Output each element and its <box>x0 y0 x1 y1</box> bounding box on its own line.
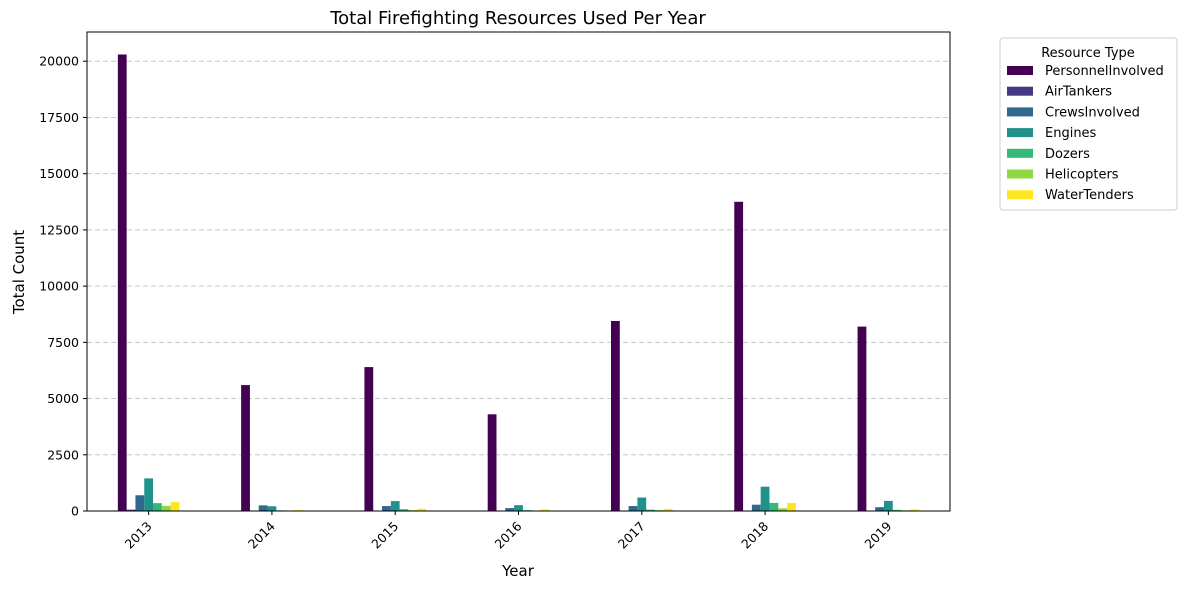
bar-Engines-2018 <box>760 486 770 511</box>
bar-Engines-2016 <box>514 505 523 511</box>
legend-entry-label: Dozers <box>1045 147 1090 162</box>
legend-swatch <box>1007 169 1033 179</box>
y-tick-label: 20000 <box>39 54 79 69</box>
bar-AirTankers-2013 <box>126 509 136 511</box>
y-tick-label: 10000 <box>39 279 79 294</box>
y-tick-label: 12500 <box>39 222 79 237</box>
bar-Dozers-2013 <box>153 503 162 511</box>
x-tick-label: 2017 <box>615 519 648 552</box>
bar-Helicopters-2013 <box>161 505 171 511</box>
bar-CrewsInvolved-2018 <box>751 504 761 511</box>
legend-entry-label: Engines <box>1045 126 1097 141</box>
bar-WaterTenders-2015 <box>417 508 427 511</box>
bar-Engines-2014 <box>267 506 277 511</box>
x-axis-ticks: 2013 2014 2015 2016 2017 2018 2019 <box>122 511 895 552</box>
legend-title: Resource Type <box>1041 46 1135 61</box>
bar-CrewsInvolved-2016 <box>505 508 515 511</box>
legend-swatch <box>1007 66 1033 75</box>
x-tick-label: 2019 <box>861 518 894 551</box>
x-tick-label: 2016 <box>492 518 525 551</box>
bar-PersonnelInvolved-2014 <box>241 385 250 511</box>
legend-entry-label: CrewsInvolved <box>1045 105 1140 120</box>
legend-swatch <box>1007 190 1033 200</box>
y-tick-label: 2500 <box>47 447 79 462</box>
y-tick-label: 15000 <box>39 166 79 181</box>
legend-swatch <box>1007 148 1033 158</box>
bar-CrewsInvolved-2014 <box>258 505 268 511</box>
bar-PersonnelInvolved-2013 <box>117 54 127 512</box>
x-tick-label: 2018 <box>738 518 771 551</box>
bar-Dozers-2018 <box>769 502 779 511</box>
x-tick-label: 2015 <box>368 519 401 552</box>
x-tick-label: 2014 <box>245 518 278 551</box>
bar-WaterTenders-2018 <box>787 502 796 511</box>
bar-CrewsInvolved-2017 <box>628 506 638 511</box>
bar-CrewsInvolved-2019 <box>875 507 884 511</box>
chart-title: Total Firefighting Resources Used Per Ye… <box>329 8 706 29</box>
bar-CrewsInvolved-2013 <box>135 495 145 511</box>
legend: Resource Type PersonnelInvolved AirTanker… <box>999 37 1178 211</box>
legend-frame <box>999 37 1178 211</box>
y-tick-label: 0 <box>71 504 79 519</box>
bar-Helicopters-2018 <box>778 508 788 511</box>
y-axis-label: Total Count <box>10 230 28 315</box>
bar-PersonnelInvolved-2018 <box>734 201 744 512</box>
legend-entry-label: Helicopters <box>1045 168 1119 183</box>
bar-WaterTenders-2017 <box>663 508 673 511</box>
bar-WaterTenders-2016 <box>540 509 550 511</box>
grid-lines <box>87 60 950 456</box>
bar-Engines-2017 <box>637 497 647 511</box>
plot-frame <box>86 31 951 512</box>
legend-swatch <box>1007 86 1033 96</box>
bar-Engines-2013 <box>144 478 154 511</box>
bar-Dozers-2019 <box>892 509 902 511</box>
y-tick-label: 7500 <box>47 335 79 350</box>
bar-PersonnelInvolved-2017 <box>610 320 620 511</box>
bar-WaterTenders-2013 <box>170 502 180 511</box>
bar-PersonnelInvolved-2016 <box>487 414 497 511</box>
legend-items: PersonnelInvolved AirTankers CrewsInvolved… <box>1007 64 1164 203</box>
bars-group <box>117 54 920 512</box>
legend-swatch <box>1007 107 1033 117</box>
y-tick-label: 5000 <box>47 391 79 406</box>
x-axis-label: Year <box>501 562 535 580</box>
bar-PersonnelInvolved-2015 <box>364 367 374 511</box>
bar-Engines-2015 <box>390 501 400 511</box>
y-axis-ticks: 0 2500 5000 7500 10000 12500 15000 17500 20000 <box>39 54 87 519</box>
bar-Dozers-2015 <box>399 509 409 511</box>
x-tick-label: 2013 <box>122 519 155 552</box>
bar-WaterTenders-2019 <box>910 509 920 511</box>
legend-entry-label: AirTankers <box>1045 85 1112 100</box>
bar-Dozers-2017 <box>646 509 655 511</box>
legend-swatch <box>1007 128 1033 138</box>
y-tick-label: 17500 <box>39 110 79 125</box>
bar-PersonnelInvolved-2019 <box>857 326 867 511</box>
legend-entry-label: WaterTenders <box>1045 188 1134 203</box>
legend-entry-label: PersonnelInvolved <box>1045 64 1164 79</box>
bar-CrewsInvolved-2015 <box>382 506 391 511</box>
bar-Engines-2019 <box>883 500 893 511</box>
